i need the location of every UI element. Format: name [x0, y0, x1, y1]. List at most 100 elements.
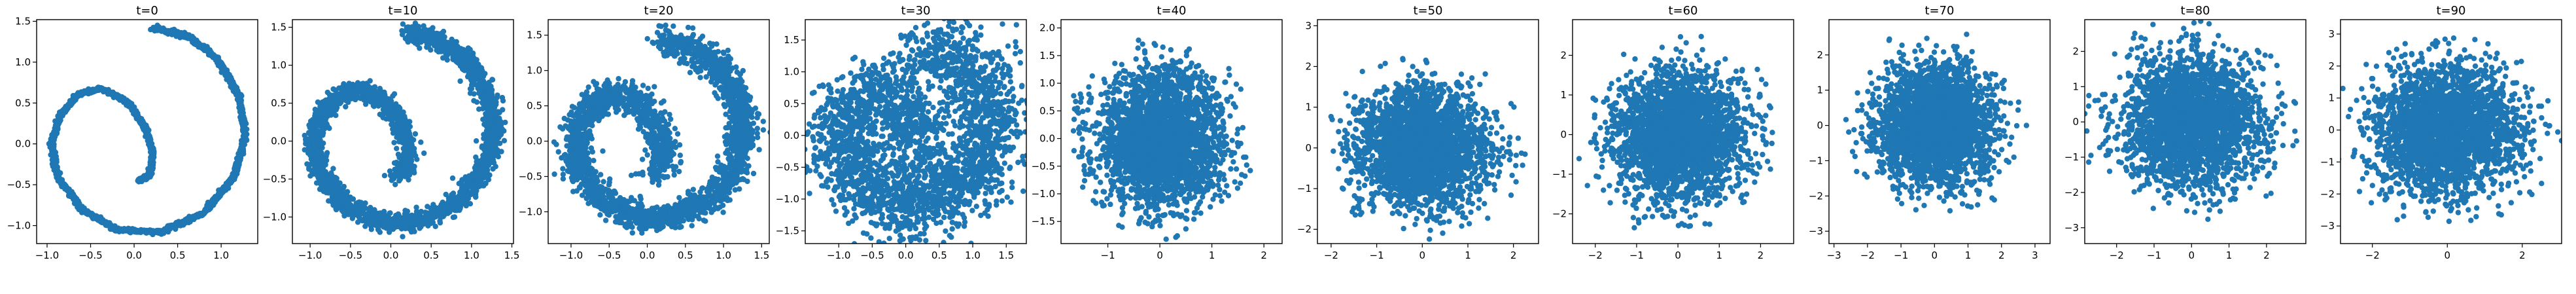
data-point: [217, 62, 223, 68]
data-point: [98, 218, 104, 224]
data-point: [173, 225, 179, 230]
data-point: [358, 200, 364, 206]
data-point: [313, 180, 320, 186]
data-point: [209, 50, 215, 56]
data-point: [417, 45, 423, 51]
data-point: [467, 56, 473, 62]
data-point: [381, 173, 388, 179]
data-point: [407, 24, 413, 30]
x-tick-label: −0.5: [78, 249, 102, 261]
data-point: [476, 183, 482, 190]
data-point: [234, 87, 239, 93]
data-point: [317, 121, 322, 127]
data-point: [241, 122, 247, 128]
data-point: [184, 215, 190, 222]
data-point: [478, 91, 484, 97]
data-point: [232, 176, 237, 183]
data-point: [133, 227, 140, 234]
data-point: [234, 162, 240, 168]
data-point: [135, 177, 141, 183]
data-point: [223, 180, 230, 187]
data-point: [84, 90, 91, 96]
data-point: [50, 156, 57, 163]
scatter-points: [46, 22, 250, 238]
data-point: [458, 179, 464, 185]
data-point: [412, 33, 418, 39]
data-point: [473, 194, 479, 200]
subplot-0: t=0−1.0 −0.5 0.0 0.5 1.0−1.0−0.50.00.51.01.5: [7, 4, 258, 261]
data-point: [416, 221, 422, 227]
data-point: [481, 121, 487, 128]
data-point: [237, 157, 243, 164]
data-point: [473, 154, 479, 160]
data-point: [468, 82, 475, 88]
data-point: [375, 227, 381, 233]
data-point: [476, 62, 481, 67]
data-point: [214, 195, 220, 201]
data-point: [430, 202, 436, 208]
data-point: [307, 173, 313, 179]
data-point: [87, 211, 94, 217]
data-point: [94, 213, 101, 220]
data-point: [502, 119, 508, 126]
data-point: [501, 138, 508, 143]
data-point: [490, 111, 496, 117]
data-point: [307, 124, 313, 130]
y-tick-label: 0.5: [15, 97, 31, 109]
data-point: [226, 74, 232, 80]
data-point: [368, 99, 374, 105]
subplot-1: t=10−1.0 −0.5 0.0 0.5 1.0 1.5−1.0−0.50.00.51.…: [263, 4, 520, 261]
data-point: [322, 184, 329, 191]
data-point: [150, 149, 156, 156]
data-point: [164, 28, 170, 34]
data-point: [500, 107, 506, 113]
data-point: [495, 92, 500, 98]
x-tick-label: 0.0: [126, 249, 142, 261]
y-tick-label: −1.0: [7, 220, 31, 232]
data-point: [343, 103, 349, 110]
scatter-points: [302, 20, 508, 240]
data-point: [418, 139, 424, 145]
data-point: [421, 150, 427, 156]
data-point: [345, 99, 351, 105]
data-point: [439, 34, 445, 40]
data-point: [141, 119, 147, 126]
subplot-title: t=0: [136, 4, 158, 18]
data-point: [108, 223, 114, 229]
data-point: [140, 176, 146, 183]
data-point: [443, 191, 449, 198]
data-point: [399, 31, 406, 37]
x-tick-label: 1.0: [213, 249, 229, 261]
data-point: [467, 201, 474, 207]
data-point: [368, 227, 374, 232]
data-point: [242, 132, 248, 138]
y-tick-label: 1.5: [15, 15, 31, 27]
data-point: [202, 46, 208, 52]
data-point: [390, 126, 396, 132]
data-point: [491, 146, 498, 152]
data-point: [434, 35, 440, 41]
data-point: [68, 100, 75, 105]
data-point: [500, 98, 506, 104]
data-point: [486, 114, 492, 120]
data-point: [351, 96, 357, 101]
data-point: [135, 113, 141, 119]
data-point: [392, 166, 398, 172]
data-point: [349, 213, 356, 219]
data-point: [413, 153, 419, 159]
axes-frame: [36, 19, 258, 244]
data-point: [498, 132, 504, 138]
data-point: [337, 180, 343, 186]
data-point: [180, 30, 186, 37]
data-point: [402, 211, 408, 217]
data-point: [147, 142, 154, 149]
data-point: [148, 156, 154, 162]
data-point: [402, 225, 408, 232]
data-point: [169, 28, 175, 35]
data-point: [408, 135, 414, 141]
data-point: [62, 186, 68, 192]
data-point: [413, 204, 419, 210]
data-point: [56, 175, 61, 181]
data-point: [457, 78, 463, 84]
